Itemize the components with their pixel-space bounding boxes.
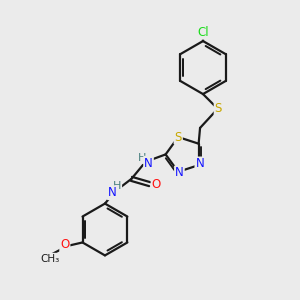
Text: H: H [113,181,121,191]
Text: N: N [175,167,184,179]
Text: CH₃: CH₃ [41,254,60,264]
Text: N: N [195,158,204,170]
Text: O: O [152,178,161,191]
Text: S: S [175,130,182,144]
Text: H: H [138,153,146,163]
Text: N: N [108,186,117,199]
Text: S: S [214,102,222,115]
Text: N: N [144,157,153,170]
Text: O: O [60,238,70,251]
Text: Cl: Cl [197,26,209,39]
